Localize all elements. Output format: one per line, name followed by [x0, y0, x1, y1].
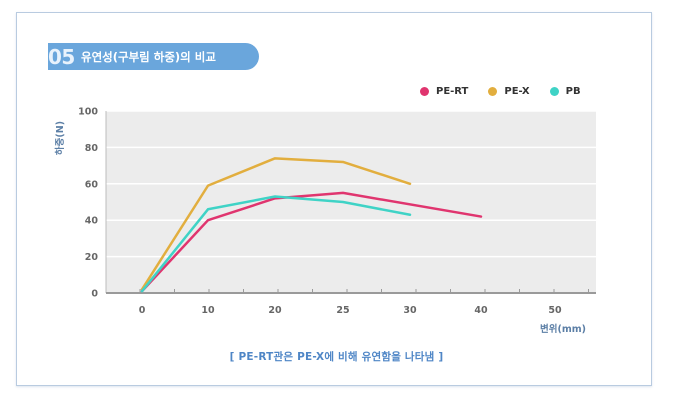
y-tick-label-80: 80 — [85, 143, 99, 154]
section-title-badge: 05 유연성(구부림 하중)의 비교 — [48, 43, 259, 70]
legend-dot-pb-icon — [549, 87, 559, 96]
chart-caption: [ PE-RT관은 PE-X에 비해 유연함을 나타냄 ] — [229, 351, 444, 363]
legend-item-pb: PB — [549, 86, 581, 97]
legend-label-pe-rt: PE-RT — [436, 86, 469, 97]
y-tick-label-40: 40 — [85, 216, 99, 227]
x-tick-label-10: 10 — [201, 305, 215, 316]
section-number: 05 — [48, 44, 75, 69]
legend-dot-pe-x-icon — [488, 87, 498, 96]
plot-background — [106, 111, 596, 293]
x-axis-label: 변위(mm) — [540, 324, 586, 335]
y-tick-label-100: 100 — [78, 107, 98, 118]
x-tick-label-30: 30 — [403, 305, 417, 316]
x-tick-label-40: 40 — [474, 305, 488, 316]
legend-item-pe-rt: PE-RT — [420, 86, 468, 97]
x-tick-label-20: 20 — [268, 305, 282, 316]
y-tick-label-20: 20 — [85, 252, 99, 263]
chart-legend: PE-RT PE-X PB — [420, 86, 581, 97]
section-title: 유연성(구부림 하중)의 비교 — [81, 49, 216, 64]
y-tick-label-60: 60 — [85, 179, 99, 190]
x-tick-label-25: 25 — [336, 305, 349, 316]
legend-label-pe-x: PE-X — [504, 86, 530, 97]
y-tick-label-0: 0 — [91, 289, 98, 300]
legend-item-pe-x: PE-X — [488, 86, 530, 97]
legend-dot-pe-rt-icon — [420, 87, 429, 96]
x-tick-label-50: 50 — [548, 305, 562, 316]
x-tick-label-0: 0 — [139, 305, 146, 316]
legend-label-pb: PB — [565, 86, 581, 97]
